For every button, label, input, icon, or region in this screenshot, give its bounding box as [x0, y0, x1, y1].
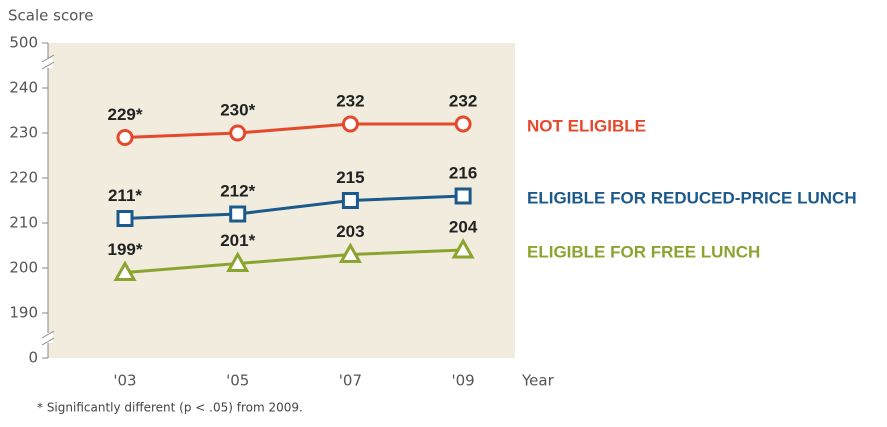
y-axis-label: Scale score [8, 7, 93, 25]
x-tick-label: '09 [451, 372, 474, 390]
point [451, 237, 475, 259]
x-axis-label: Year [521, 372, 555, 390]
point [338, 242, 362, 263]
series-line [124, 248, 464, 274]
y-tick-label: 230 [9, 124, 38, 142]
axis-break [41, 54, 55, 346]
data-label: 211* [108, 186, 142, 205]
point [113, 260, 137, 281]
plot-background [48, 43, 515, 358]
point [341, 115, 359, 133]
data-label: 229* [108, 105, 143, 124]
legend-label: NOT ELIGIBLE [527, 116, 646, 135]
point [341, 192, 359, 209]
data-label: 232 [336, 91, 364, 110]
point [116, 129, 134, 146]
data-label: 212* [220, 181, 255, 200]
data-label: 216 [449, 163, 477, 182]
data-label: 203 [336, 222, 364, 241]
y-tick-label: 500 [9, 34, 38, 52]
y-tick-label: 190 [9, 304, 38, 322]
legend-label: ELIGIBLE FOR FREE LUNCH [527, 242, 760, 261]
series-line [124, 122, 464, 139]
point [229, 205, 247, 223]
data-label: 232 [449, 91, 477, 110]
footnote: * Significantly different (p < .05) from… [37, 401, 303, 415]
data-label: 204 [449, 217, 478, 236]
point [226, 251, 250, 272]
data-label: 215 [336, 168, 364, 187]
y-tick-label: 240 [9, 79, 38, 97]
point [116, 210, 134, 227]
x-tick-label: '05 [226, 372, 249, 390]
data-label: 230* [220, 100, 255, 119]
legend-label: ELIGIBLE FOR REDUCED-PRICE LUNCH [527, 188, 857, 207]
point [454, 187, 472, 205]
data-label: 201* [220, 231, 255, 250]
data-label: 199* [108, 240, 143, 259]
point [454, 115, 472, 133]
y-tick-label: 210 [9, 214, 38, 232]
y-tick-label: 0 [28, 349, 38, 367]
x-tick-label: '03 [113, 372, 136, 390]
y-tick-label: 220 [9, 169, 38, 187]
y-tick-label: 200 [9, 259, 38, 277]
point [229, 124, 247, 142]
series-line [124, 194, 464, 220]
x-tick-label: '07 [339, 372, 362, 390]
